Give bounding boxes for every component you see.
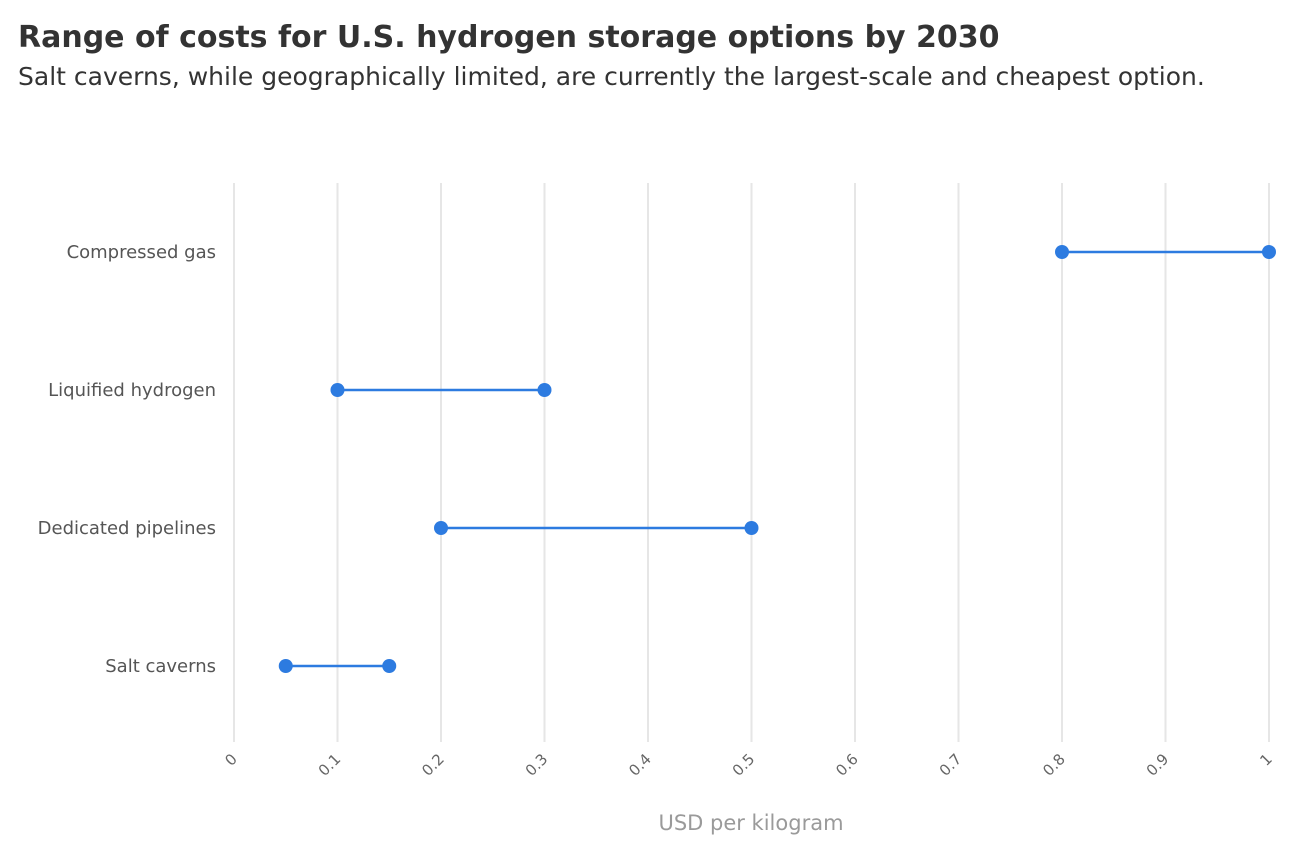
range-high-point	[744, 521, 759, 535]
range-high-point	[1262, 245, 1276, 259]
range-row	[330, 383, 552, 397]
x-axis-title: USD per kilogram	[658, 811, 843, 835]
range-low-point	[434, 521, 448, 535]
category-label: Liquified hydrogen	[48, 380, 216, 401]
x-tick-label: 0.2	[418, 750, 448, 780]
x-tick-label: 0.8	[1039, 750, 1069, 780]
gridlines	[233, 183, 1270, 742]
category-label: Salt caverns	[105, 656, 216, 677]
x-tick-label: 1	[1256, 750, 1275, 769]
chart-subtitle: Salt caverns, while geographically limit…	[18, 62, 1205, 91]
ranges	[278, 245, 1276, 673]
x-tick-label: 0.1	[315, 750, 345, 780]
category-label: Compressed gas	[67, 242, 216, 263]
range-high-point	[537, 383, 552, 397]
x-tick-label: 0.7	[936, 750, 966, 780]
x-tick-label: 0.6	[832, 750, 862, 780]
x-tick-label: 0.4	[625, 750, 655, 780]
x-tick-label: 0.3	[522, 750, 552, 780]
category-labels: Compressed gas Liquified hydrogen Dedicate…	[38, 242, 216, 677]
range-row	[1055, 245, 1276, 259]
chart-title: Range of costs for U.S. hydrogen storage…	[18, 20, 1000, 55]
category-label: Dedicated pipelines	[38, 518, 216, 539]
range-low-point	[1055, 245, 1069, 259]
range-low-point	[330, 383, 345, 397]
x-tick-label: 0.9	[1143, 750, 1173, 780]
range-row	[434, 521, 759, 535]
x-tick-label: 0	[221, 750, 240, 769]
range-row	[278, 659, 397, 673]
range-low-point	[278, 659, 293, 673]
x-tick-label: 0.5	[729, 750, 759, 780]
range-high-point	[382, 659, 397, 673]
x-tick-labels: 0 0.1 0.2 0.3 0.4 0.5 0.6 0.7 0.8 0.9 1	[221, 750, 1275, 780]
